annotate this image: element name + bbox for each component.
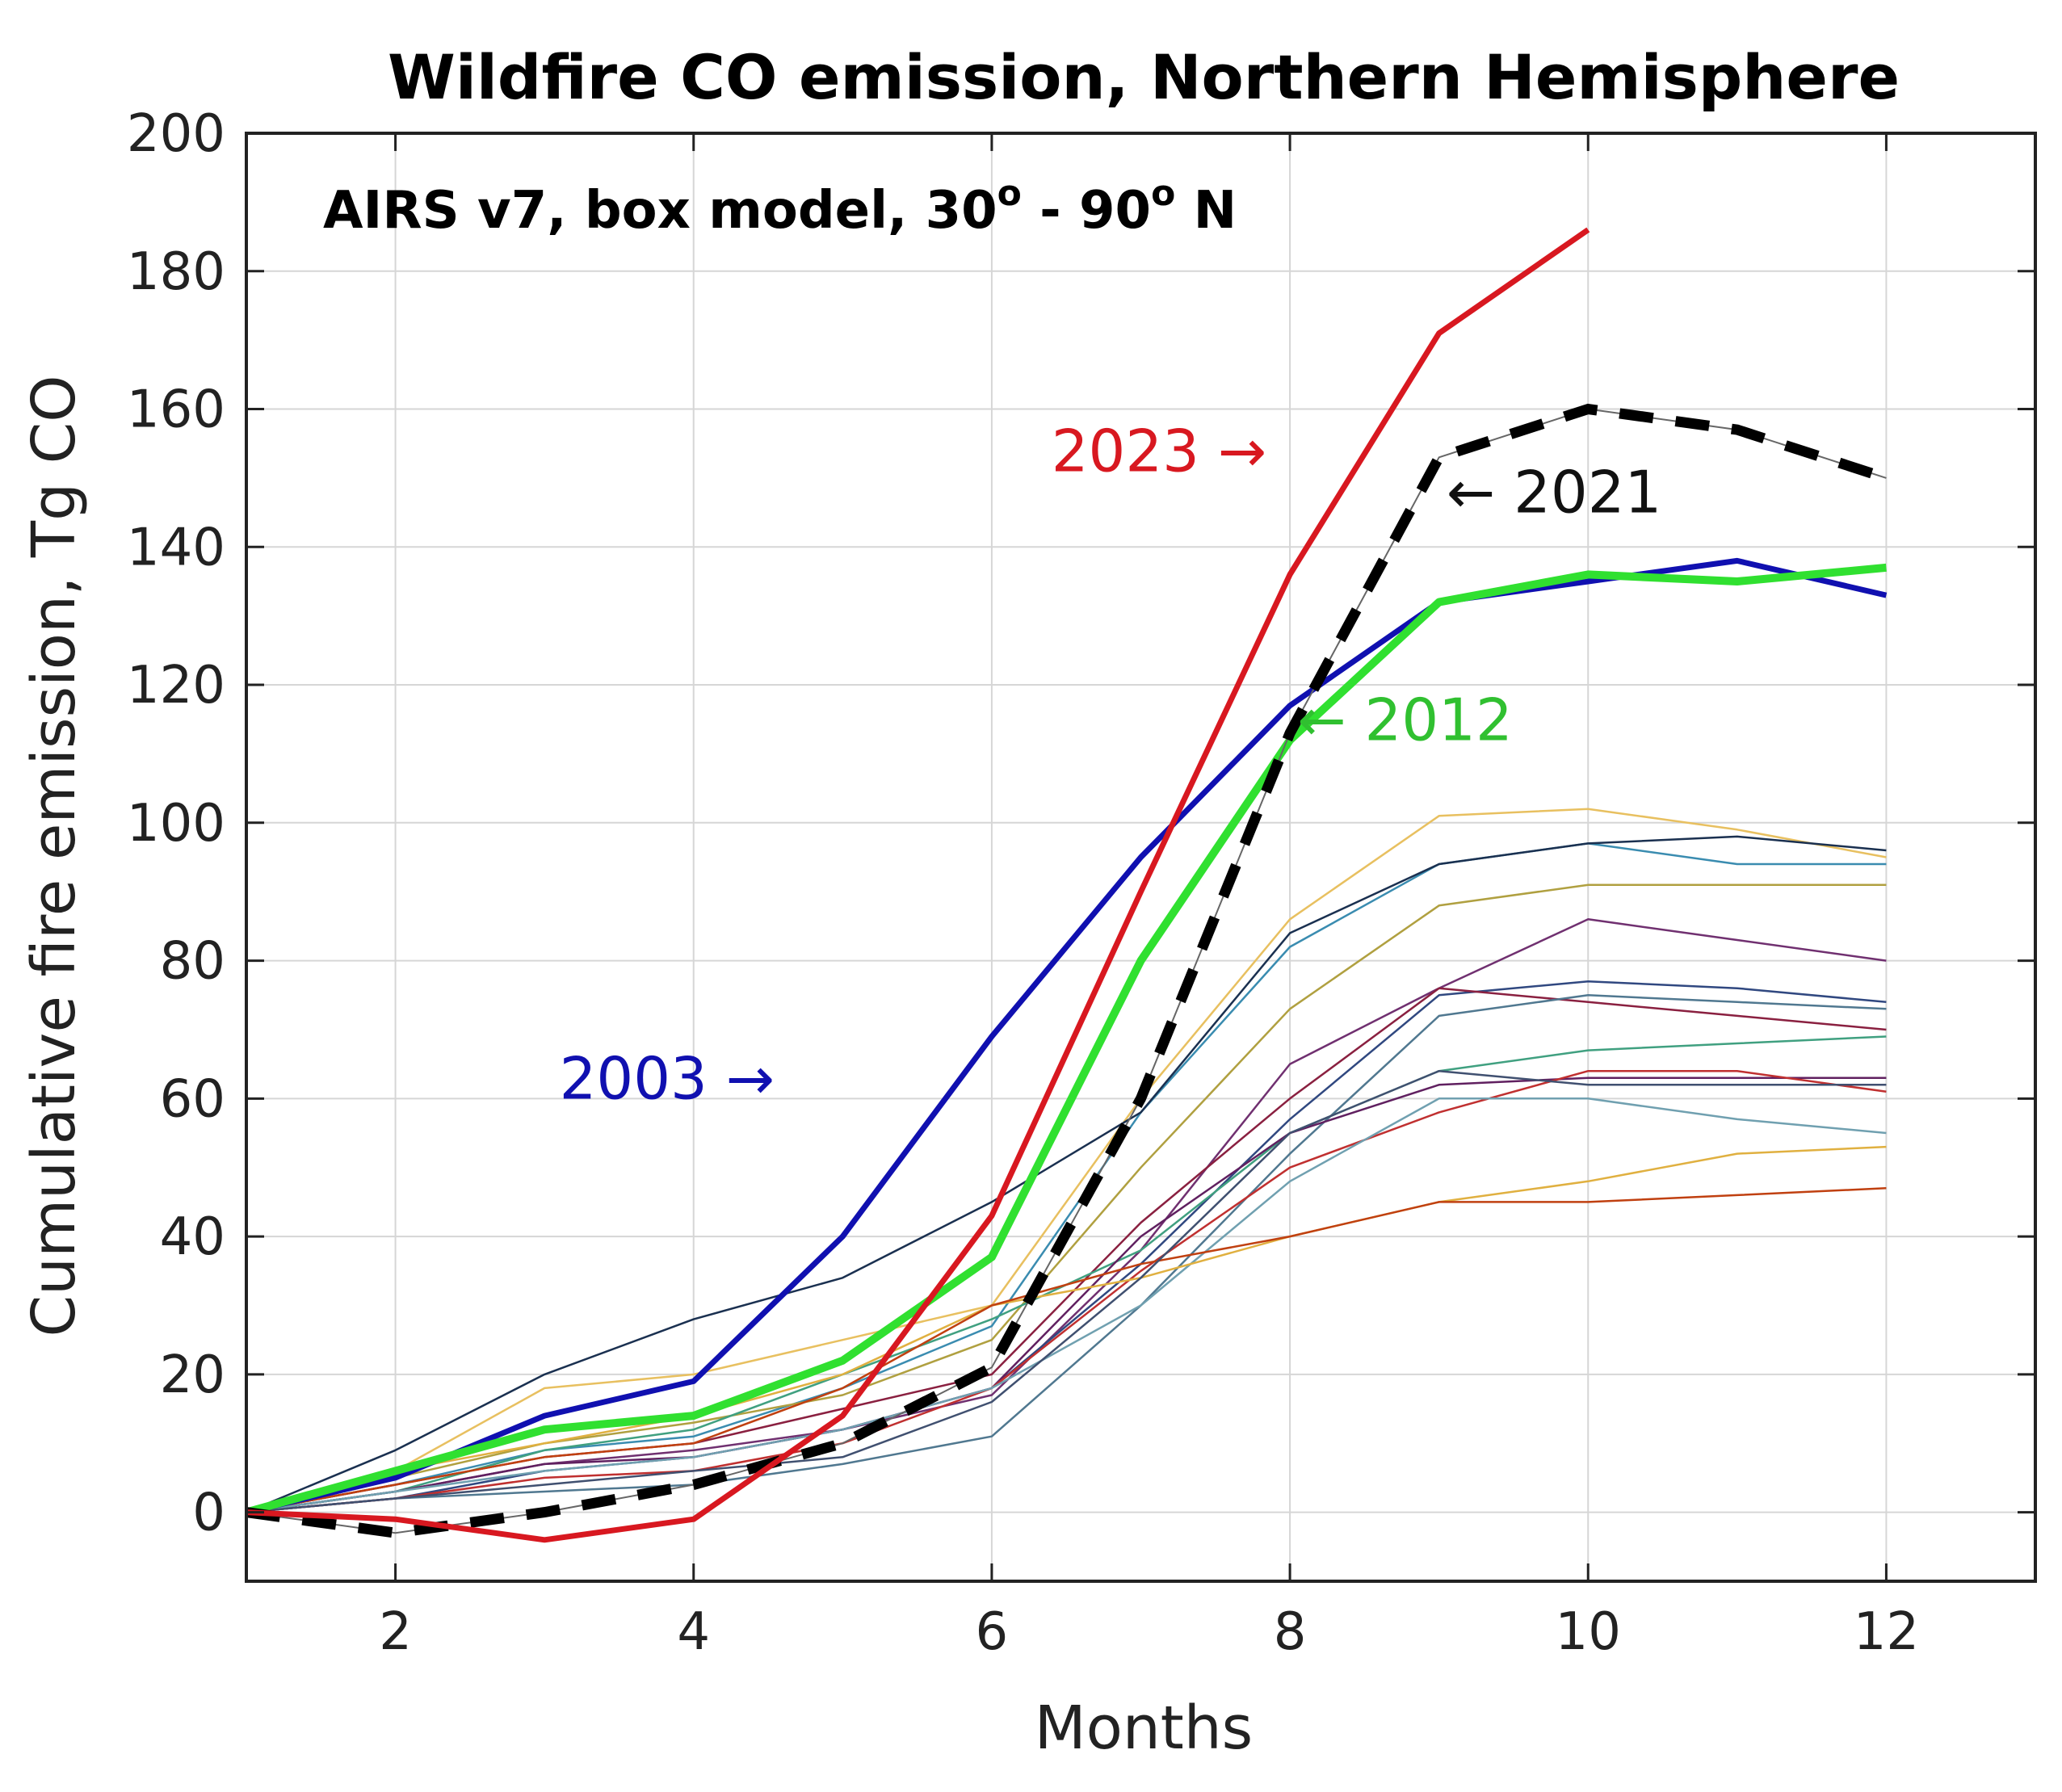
y-tick-label: 80 [160, 932, 225, 992]
annotation-2023: 2023 → [1052, 417, 1266, 485]
background-series-line [246, 1145, 1887, 1513]
y-axis-label: Cumulative fire emission, Tg CO [19, 375, 89, 1337]
y-tick-label: 100 [127, 794, 225, 854]
y-axis-ticks: 0 20 40 60 80 100 120 140 160 180 200 [127, 104, 2035, 1543]
background-series-line [246, 1076, 1887, 1513]
x-tick-label: 6 [976, 1602, 1009, 1662]
x-tick-label: 12 [1854, 1602, 1919, 1662]
y-tick-label: 60 [160, 1069, 225, 1129]
annotation-2012: ← 2012 [1297, 686, 1512, 753]
plot-frame [245, 132, 2037, 1583]
x-tick-label: 10 [1556, 1602, 1621, 1662]
x-axis-ticks: 2 4 6 8 10 12 [379, 133, 1919, 1662]
background-series-line [246, 1187, 1887, 1513]
annotation-2003: 2003 → [560, 1044, 775, 1112]
highlighted-series [245, 227, 1888, 1543]
y-tick-label: 0 [192, 1484, 225, 1543]
y-tick-label: 180 [127, 242, 225, 302]
background-series-line [246, 1069, 1887, 1513]
background-series-line [246, 1069, 1887, 1513]
chart-subtitle: AIRS v7, box model, 30o - 90o N [323, 173, 1237, 241]
x-tick-label: 8 [1274, 1602, 1307, 1662]
annotation-2021: ← 2021 [1447, 459, 1661, 527]
series-2003-line [246, 557, 1888, 1516]
x-axis-label: Months [1035, 1693, 1254, 1763]
background-series-line [246, 1097, 1887, 1513]
y-tick-label: 20 [160, 1345, 225, 1405]
background-series-line [246, 808, 1887, 1513]
y-tick-label: 120 [127, 656, 225, 716]
chart-title: Wildfire CO emission, Northern Hemispher… [388, 41, 1900, 113]
background-series-line [246, 980, 1887, 1513]
series-2023-line [246, 227, 1590, 1543]
background-series-line [246, 842, 1887, 1513]
x-tick-label: 4 [677, 1602, 710, 1662]
y-tick-label: 160 [127, 380, 225, 440]
background-series-line [246, 883, 1887, 1513]
background-series-line [246, 994, 1887, 1513]
x-tick-label: 2 [379, 1602, 412, 1662]
y-tick-label: 200 [127, 104, 225, 164]
annotations: 2023 → ← 2021 ← 2012 2003 → [560, 417, 1662, 1112]
background-series [246, 808, 1887, 1513]
series-2012-line [245, 563, 1887, 1517]
y-tick-label: 140 [127, 518, 225, 577]
background-series-line [246, 987, 1887, 1513]
series-2021-line [246, 403, 1888, 1538]
background-series-line [246, 918, 1887, 1513]
y-tick-label: 40 [160, 1207, 225, 1267]
background-series-line [246, 835, 1887, 1513]
